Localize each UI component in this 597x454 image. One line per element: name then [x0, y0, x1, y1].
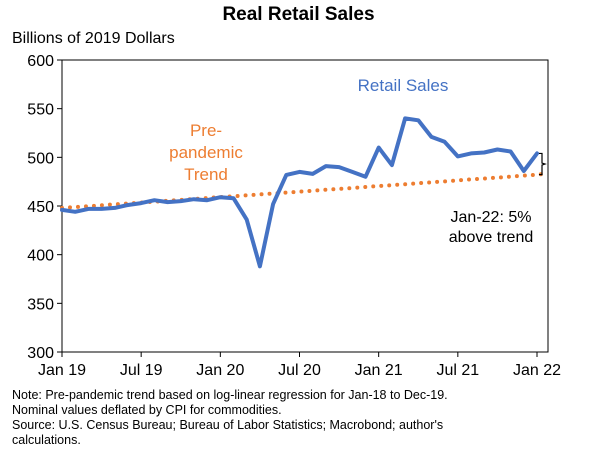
gap-annotation-label: Jan-22: 5%: [451, 209, 532, 226]
y-axis-ticks: 300 350 400 450 500 550 600: [27, 53, 62, 362]
y-tick-label: 500: [27, 150, 54, 167]
chart-series: [60, 116, 550, 269]
x-tick-label: Jan 22: [513, 362, 561, 379]
x-tick-label: Jan 19: [38, 362, 86, 379]
x-axis-ticks: Jan 19 Jul 19 Jan 20 Jul 20 Jan 21 Jul 21 Jan …: [38, 352, 561, 379]
x-tick-label: Jul 20: [278, 362, 321, 379]
y-tick-label: 450: [27, 199, 54, 216]
y-tick-label: 600: [27, 53, 54, 70]
retail-sales-label: Retail Sales: [358, 76, 449, 95]
footnotes: Note: Pre-pandemic trend based on log-li…: [12, 388, 587, 448]
gap-annotation-label: above trend: [449, 229, 534, 246]
note-line: Note: Pre-pandemic trend based on log-li…: [12, 388, 448, 402]
y-tick-label: 350: [27, 296, 54, 313]
gap-bracket: [539, 152, 547, 176]
y-axis-label: Billions of 2019 Dollars: [12, 30, 175, 47]
x-tick-label: Jan 20: [196, 362, 244, 379]
trend-label: Trend: [184, 165, 228, 184]
y-tick-label: 300: [27, 345, 54, 362]
trend-label: pandemic: [169, 143, 243, 162]
chart-annotations: Retail Sales Pre-pandemic Trend Jan-22: 5% a…: [169, 76, 547, 246]
y-tick-label: 550: [27, 102, 54, 119]
y-tick-label: 400: [27, 248, 54, 265]
x-tick-label: Jan 21: [355, 362, 403, 379]
note-line: Nominal values deflated by CPI for commo…: [12, 403, 282, 417]
trend-label: Pre-: [190, 121, 222, 140]
chart-title: Real Retail Sales: [222, 4, 375, 25]
x-tick-label: Jul 21: [436, 362, 479, 379]
source-line: calculations.: [12, 433, 81, 447]
x-tick-label: Jul 19: [120, 362, 163, 379]
source-line: Source: U.S. Census Bureau; Bureau of La…: [12, 418, 444, 432]
